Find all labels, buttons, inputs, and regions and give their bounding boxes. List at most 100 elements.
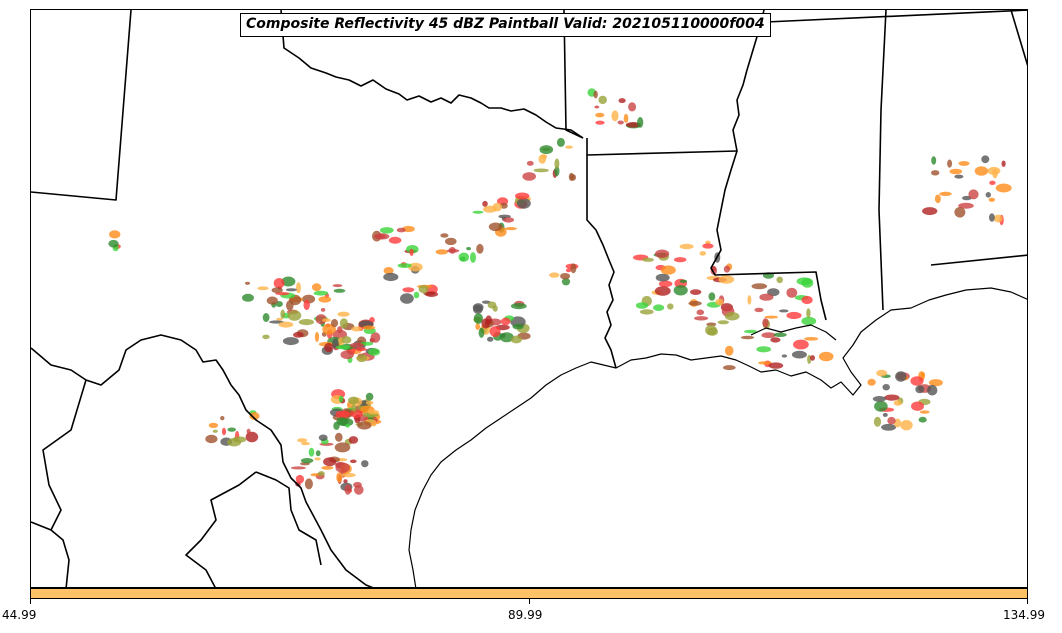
echo-blob [109, 230, 121, 239]
echo-blob [673, 257, 687, 263]
echo-blob [208, 422, 219, 428]
echo-blob [747, 295, 752, 305]
echo-blob [786, 311, 802, 320]
echo-blob [220, 416, 225, 421]
boundary-red-river [280, 10, 584, 139]
echo-blob [818, 351, 834, 362]
echo-blob [910, 376, 924, 386]
echo-blob [440, 233, 449, 238]
echo-blob [911, 401, 924, 411]
echo-blob [339, 318, 348, 329]
echo-blob [517, 198, 531, 209]
echo-blob [293, 331, 304, 338]
echo-blob [303, 299, 310, 311]
echo-blob [968, 189, 979, 200]
echo-blob [321, 466, 334, 470]
reflectivity-echoes [108, 88, 1012, 495]
echo-blob [920, 372, 926, 378]
echo-blob [383, 267, 394, 275]
echo-blob [318, 296, 332, 303]
echo-blob [344, 484, 352, 495]
echo-blob [296, 282, 301, 294]
echo-blob [314, 331, 320, 343]
echo-blob [806, 308, 811, 319]
echo-blob [882, 412, 888, 417]
echo-blob [565, 145, 573, 149]
boundary-al-ga [1010, 10, 1027, 67]
echo-blob [333, 288, 346, 293]
echo-blob [625, 122, 641, 128]
echo-blob [756, 346, 772, 353]
echo-blob [958, 161, 970, 166]
echo-blob [356, 354, 368, 363]
echo-blob [320, 308, 326, 312]
echo-blob [249, 412, 260, 421]
colorbar-label-min: 44.99 [2, 608, 37, 622]
echo-blob [985, 192, 991, 198]
echo-blob [887, 416, 896, 425]
coastline-gulf [408, 287, 1027, 587]
echo-blob [244, 281, 251, 285]
echo-blob [895, 371, 907, 382]
echo-blob [402, 287, 415, 293]
echo-blob [361, 460, 369, 468]
echo-blob [876, 369, 888, 377]
echo-blob [242, 293, 254, 302]
echo-blob [776, 276, 783, 284]
echo-blob [667, 303, 674, 310]
echo-blob [954, 207, 966, 218]
echo-blob [934, 194, 941, 204]
echo-blob [476, 243, 484, 254]
echo-blob [285, 288, 297, 292]
echo-blob [939, 191, 952, 196]
echo-blob [347, 396, 360, 405]
echo-blob [339, 410, 351, 418]
echo-blob [751, 283, 768, 290]
echo-blob [492, 202, 502, 212]
echo-blob [744, 329, 758, 334]
echo-blob [298, 319, 314, 326]
echo-blob [679, 243, 694, 250]
echo-blob [637, 117, 644, 128]
echo-blob [801, 295, 813, 305]
echo-blob [310, 473, 321, 477]
echo-blob [706, 322, 717, 327]
echo-blob [504, 227, 517, 231]
echo-blob [221, 427, 227, 436]
echo-blob [425, 291, 438, 298]
echo-blob [874, 400, 888, 412]
echo-blob [397, 263, 412, 268]
colorbar-tick-min [30, 599, 31, 604]
echo-blob [882, 384, 890, 391]
echo-blob [205, 434, 218, 444]
echo-blob [262, 334, 270, 340]
echo-blob [492, 305, 498, 312]
colorbar [30, 588, 1028, 599]
echo-blob [337, 311, 350, 317]
echo-blob [343, 479, 348, 484]
boundary-mexico-west [31, 521, 70, 587]
echo-blob [690, 289, 702, 295]
echo-blob [355, 347, 367, 352]
echo-blob [246, 428, 251, 435]
echo-blob [915, 385, 925, 394]
echo-blob [340, 350, 354, 360]
echo-blob [653, 304, 665, 312]
echo-blob [694, 316, 709, 321]
echo-blob [594, 105, 600, 109]
echo-blob [781, 354, 788, 358]
echo-blob [723, 365, 736, 371]
echo-blob [764, 315, 778, 319]
echo-blob [335, 462, 350, 473]
echo-blob [367, 410, 380, 415]
echo-blob [227, 438, 242, 447]
echo-blob [922, 207, 938, 216]
echo-blob [323, 457, 337, 467]
echo-blob [273, 278, 285, 289]
echo-blob [598, 95, 607, 105]
colorbar-tick-max [1027, 599, 1028, 604]
boundary-tx-la-sabine [586, 138, 617, 369]
echo-blob [466, 247, 471, 251]
echo-blob [526, 160, 534, 166]
echo-blob [499, 332, 514, 343]
